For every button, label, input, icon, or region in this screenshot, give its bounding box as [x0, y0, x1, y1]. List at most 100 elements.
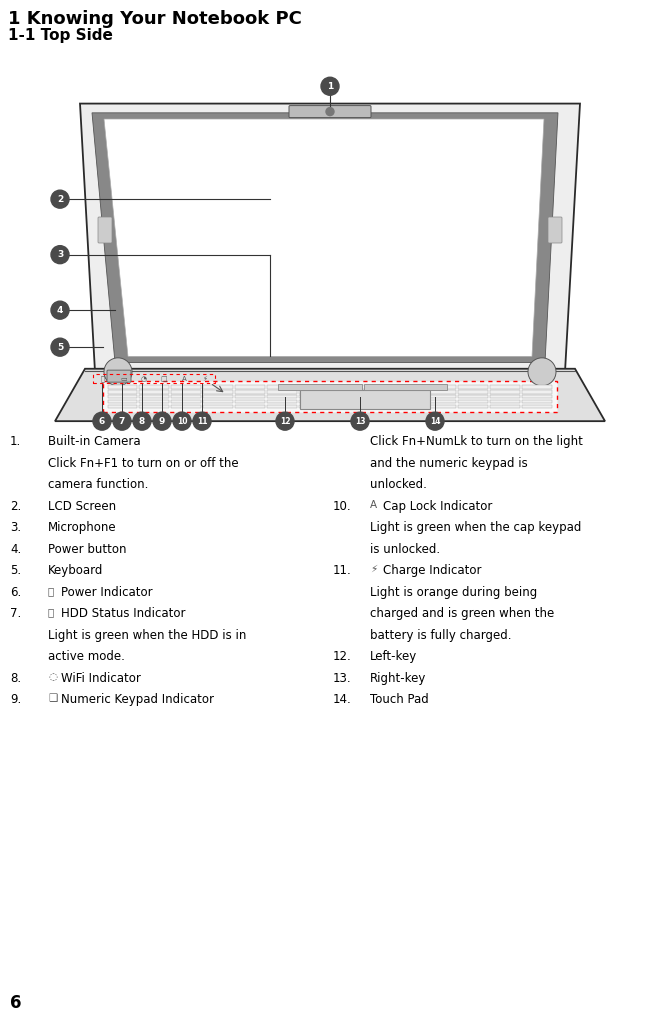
Text: is unlocked.: is unlocked. [370, 543, 440, 555]
Bar [394, 405, 424, 409]
Text: unlocked.: unlocked. [370, 478, 427, 491]
Bar [394, 396, 424, 399]
Bar [267, 400, 297, 404]
Bar [140, 385, 170, 388]
Circle shape [276, 412, 294, 431]
Text: Touch Pad: Touch Pad [370, 693, 429, 707]
Bar [426, 400, 456, 404]
Bar [299, 390, 329, 393]
Bar [171, 405, 201, 409]
Text: 8.: 8. [10, 672, 21, 685]
Circle shape [351, 412, 369, 431]
Bar [299, 400, 329, 404]
Bar [363, 400, 393, 404]
Bar [331, 390, 361, 393]
Bar [458, 390, 488, 393]
Text: Numeric Keypad Indicator: Numeric Keypad Indicator [61, 693, 214, 707]
Circle shape [193, 412, 211, 431]
Circle shape [104, 357, 132, 386]
Bar [108, 385, 138, 388]
Bar [108, 400, 138, 404]
Bar [426, 405, 456, 409]
Text: 12.: 12. [333, 650, 351, 663]
Bar [235, 396, 265, 399]
Bar [278, 384, 361, 390]
Bar [108, 405, 138, 409]
Text: Click Fn+NumLk to turn on the light: Click Fn+NumLk to turn on the light [370, 435, 583, 448]
FancyBboxPatch shape [548, 217, 562, 243]
Text: 6.: 6. [10, 586, 22, 598]
Bar [458, 396, 488, 399]
Text: and the numeric keypad is: and the numeric keypad is [370, 456, 527, 470]
Bar [331, 396, 361, 399]
Text: 13.: 13. [333, 672, 351, 685]
Bar [235, 390, 265, 393]
Text: Built-in Camera: Built-in Camera [48, 435, 141, 448]
Bar [300, 390, 430, 409]
Circle shape [528, 357, 556, 386]
Circle shape [426, 412, 444, 431]
Bar [235, 400, 265, 404]
Bar [267, 390, 297, 393]
Bar [171, 396, 201, 399]
Circle shape [51, 246, 69, 264]
Bar [203, 400, 233, 404]
Text: Click Fn+F1 to turn on or off the: Click Fn+F1 to turn on or off the [48, 456, 239, 470]
Circle shape [51, 301, 69, 319]
Bar [331, 405, 361, 409]
Text: 1: 1 [327, 81, 333, 91]
Text: Charge Indicator: Charge Indicator [383, 564, 481, 577]
Bar [426, 396, 456, 399]
Text: ⏻: ⏻ [101, 375, 105, 382]
Circle shape [153, 412, 171, 431]
Text: Microphone: Microphone [48, 521, 117, 535]
Bar [267, 405, 297, 409]
Text: battery is fully charged.: battery is fully charged. [370, 628, 512, 642]
Circle shape [326, 107, 334, 115]
Circle shape [173, 412, 191, 431]
Text: ⚡: ⚡ [370, 564, 378, 574]
Text: 2.: 2. [10, 500, 22, 513]
FancyBboxPatch shape [98, 217, 112, 243]
Circle shape [93, 412, 111, 431]
Bar [140, 400, 170, 404]
Text: 10.: 10. [333, 500, 351, 513]
Text: 14: 14 [430, 417, 440, 425]
Text: Keyboard: Keyboard [48, 564, 104, 577]
Bar [394, 385, 424, 388]
Bar [299, 385, 329, 388]
Text: 7.: 7. [10, 608, 22, 620]
Bar [203, 385, 233, 388]
Bar [203, 390, 233, 393]
Text: Light is green when the HDD is in: Light is green when the HDD is in [48, 628, 246, 642]
Bar [522, 390, 552, 393]
Bar [490, 396, 520, 399]
Bar [363, 390, 393, 393]
Text: ◔: ◔ [141, 376, 147, 382]
Text: WiFi Indicator: WiFi Indicator [61, 672, 141, 685]
Polygon shape [92, 113, 558, 363]
Bar [458, 400, 488, 404]
Text: 7: 7 [119, 417, 125, 425]
Bar [394, 400, 424, 404]
Bar [363, 396, 393, 399]
Bar [299, 396, 329, 399]
Bar [267, 385, 297, 388]
Text: ▭: ▭ [120, 376, 126, 382]
Bar [140, 396, 170, 399]
Bar [235, 405, 265, 409]
Text: charged and is green when the: charged and is green when the [370, 608, 554, 620]
Bar [522, 385, 552, 388]
Circle shape [133, 412, 151, 431]
Text: Light is orange during being: Light is orange during being [370, 586, 537, 598]
Text: Power Indicator: Power Indicator [61, 586, 153, 598]
FancyBboxPatch shape [289, 106, 371, 117]
Text: Right-key: Right-key [370, 672, 426, 685]
Bar [108, 396, 138, 399]
Text: 9.: 9. [10, 693, 22, 707]
Text: 3.: 3. [10, 521, 21, 535]
Polygon shape [80, 104, 580, 372]
Bar [331, 385, 361, 388]
Text: Cap Lock Indicator: Cap Lock Indicator [383, 500, 492, 513]
Polygon shape [55, 369, 605, 421]
